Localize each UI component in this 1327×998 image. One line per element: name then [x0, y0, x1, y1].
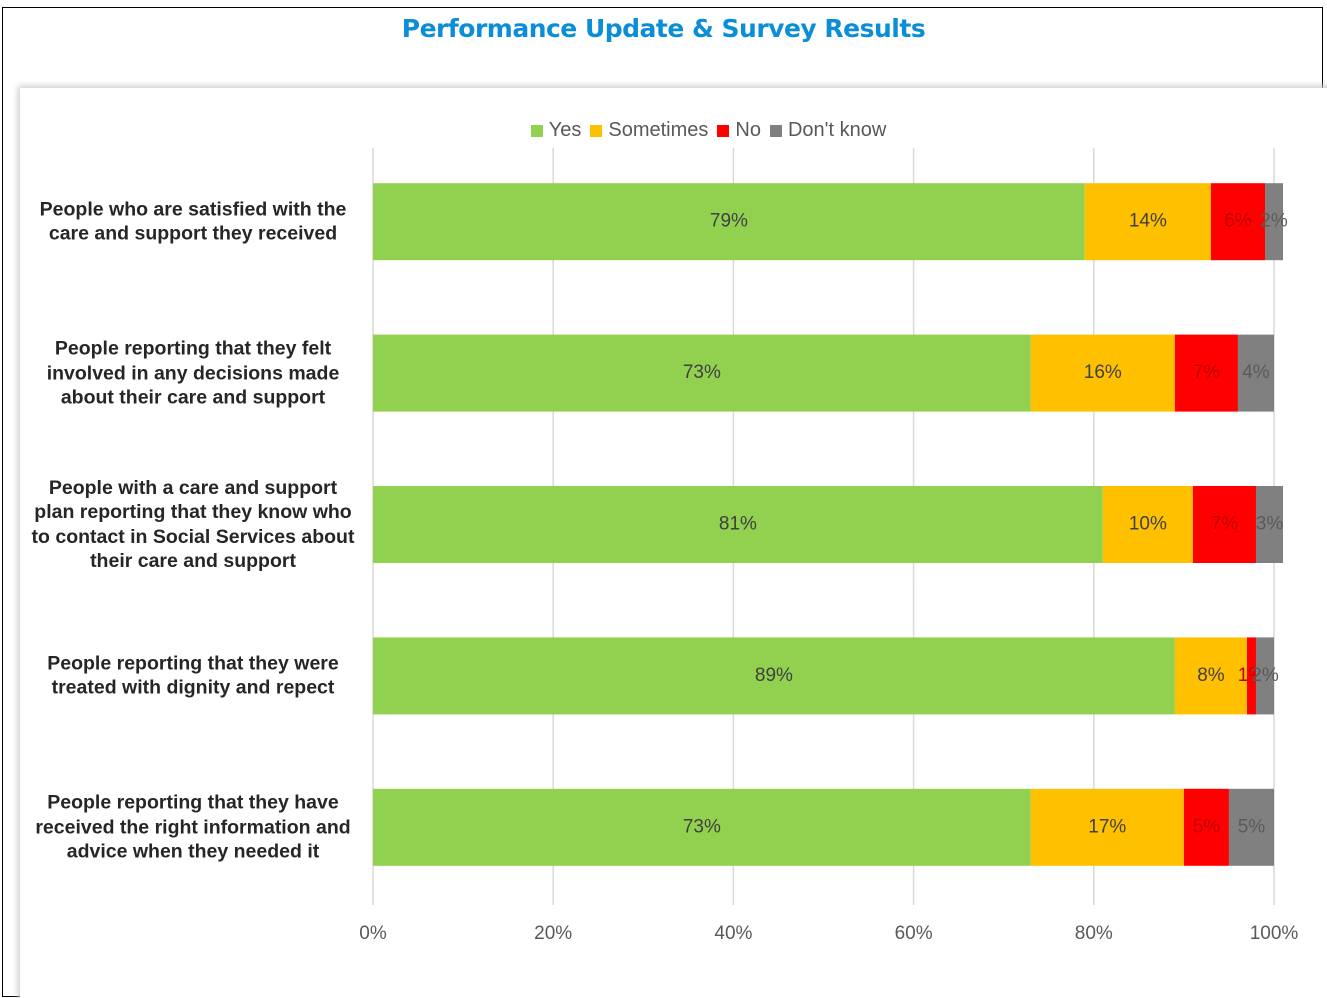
legend-swatch	[590, 124, 603, 137]
data-label: 4%	[1242, 362, 1270, 383]
chart-title: Performance Update & Survey Results	[401, 14, 926, 43]
data-label: 7%	[1211, 514, 1239, 535]
legend-label: Don't know	[787, 119, 887, 141]
data-label: 8%	[1197, 665, 1225, 686]
category-label: People reporting that they have received…	[35, 791, 351, 863]
data-label: 79%	[710, 211, 748, 232]
bar-segment	[1255, 486, 1284, 563]
x-tick-label: 80%	[1075, 923, 1113, 944]
data-label: 73%	[683, 362, 721, 383]
bar-segment	[1102, 486, 1193, 563]
bar-segment	[1237, 334, 1274, 412]
category-label: People with a care and support plan repo…	[31, 476, 355, 573]
bar-segment	[373, 334, 1031, 412]
category-label: People reporting that they were treated …	[47, 652, 339, 699]
x-tick-label: 20%	[534, 923, 572, 944]
data-label: 81%	[719, 514, 757, 535]
legend-item: Don't know	[769, 119, 887, 142]
data-label: 5%	[1238, 816, 1266, 837]
category-label: People who are satisfied with the care a…	[39, 198, 347, 245]
bar-segment	[1084, 183, 1211, 261]
legend-label: No	[735, 119, 761, 141]
legend: Yes Sometimes No Don't know	[373, 119, 1053, 142]
bar-segment	[1174, 637, 1247, 715]
bar-segment	[1183, 788, 1229, 866]
bar-segment	[1174, 334, 1238, 412]
bar-segment	[1228, 788, 1274, 866]
legend-item: Sometimes	[590, 119, 708, 142]
data-label: 10%	[1129, 514, 1167, 535]
bar-segment	[373, 486, 1103, 563]
data-label: 14%	[1129, 211, 1167, 232]
data-label: 89%	[755, 665, 793, 686]
legend-label: Yes	[548, 119, 582, 141]
data-label: 17%	[1088, 816, 1126, 837]
bar-segment	[1246, 637, 1256, 715]
bar-segment	[1030, 334, 1175, 412]
data-label: 2%	[1260, 211, 1288, 232]
x-tick-label: 0%	[359, 923, 387, 944]
bar-segment	[1192, 486, 1256, 563]
legend-label: Sometimes	[608, 119, 709, 141]
data-label: 2%	[1251, 665, 1279, 686]
data-label: 73%	[683, 816, 721, 837]
x-tick-label: 100%	[1250, 923, 1299, 944]
x-tick-label: 60%	[895, 923, 933, 944]
bar-segment	[1255, 637, 1274, 715]
legend-swatch	[530, 124, 543, 137]
bar-segment	[373, 788, 1031, 866]
bar-segment	[1264, 183, 1284, 261]
bar-segment	[373, 637, 1175, 715]
legend-swatch	[769, 124, 782, 137]
bar-segment	[373, 183, 1085, 261]
data-label: 3%	[1256, 514, 1284, 535]
data-label: 7%	[1193, 362, 1221, 383]
category-label: People reporting that they felt involved…	[46, 337, 340, 409]
legend-item: Yes	[530, 119, 582, 142]
data-label: 16%	[1084, 362, 1122, 383]
data-label: 6%	[1224, 211, 1252, 232]
legend-item: No	[717, 119, 761, 142]
bar-segment	[1210, 183, 1265, 261]
legend-swatch	[717, 124, 730, 137]
data-label: 5%	[1193, 816, 1221, 837]
x-tick-label: 40%	[714, 923, 752, 944]
bar-segment	[1030, 788, 1184, 866]
